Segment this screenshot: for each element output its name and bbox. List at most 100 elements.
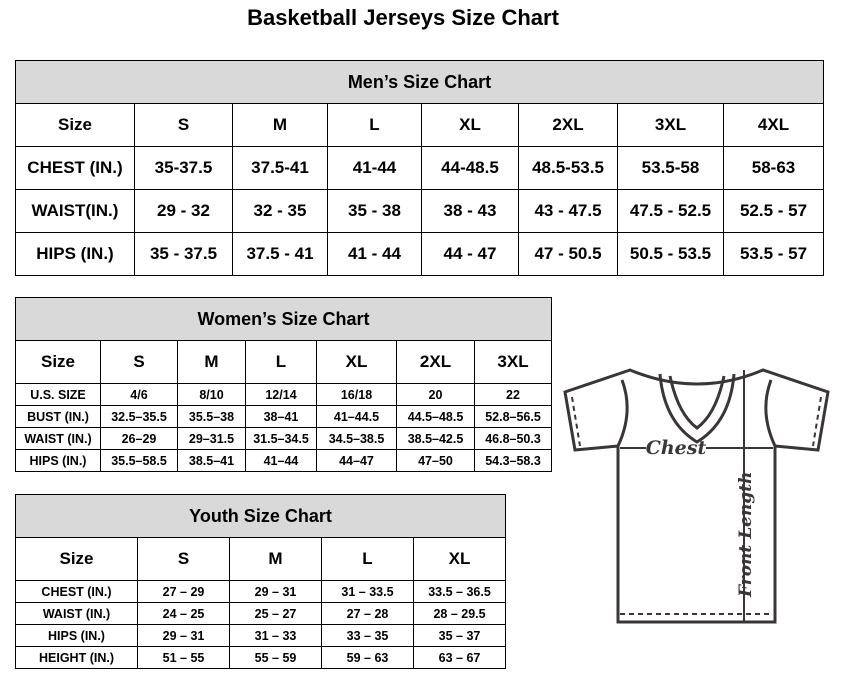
table-cell: 38.5–42.5 [396, 427, 475, 450]
table-cell: 3XL [473, 340, 553, 384]
table-cell: 35.5–38 [177, 405, 246, 428]
row-label: Size [15, 340, 101, 384]
table-cell: 44 - 47 [421, 232, 519, 276]
table-cell: 35-37.5 [134, 146, 233, 190]
table-cell: 47–50 [396, 449, 475, 472]
table-cell: 48.5-53.5 [518, 146, 618, 190]
table-cell: 33 – 35 [321, 624, 414, 647]
table-cell: 52.5 - 57 [723, 189, 824, 233]
table-cell: 51 – 55 [137, 646, 230, 669]
jersey-diagram: Chest Front Length [563, 368, 830, 624]
table-cell: L [321, 537, 414, 581]
table-cell: 16/18 [316, 383, 397, 406]
table-cell: 55 – 59 [229, 646, 322, 669]
table-title: Men’s Size Chart [15, 60, 824, 104]
table-cell: 44.5–48.5 [396, 405, 475, 428]
table-cell: L [327, 103, 422, 147]
table-header-row: Size S M L XL [15, 537, 507, 581]
table-cell: 29 – 31 [229, 580, 322, 603]
table-cell: L [245, 340, 317, 384]
table-cell: S [100, 340, 178, 384]
table-cell: 31 – 33.5 [321, 580, 414, 603]
row-label: CHEST (IN.) [15, 146, 135, 190]
table-row: HIPS (IN.) 35 - 37.5 37.5 - 41 41 - 44 44 - … [15, 232, 824, 276]
youth-size-table: Youth Size Chart Size S M L XL CHEST (IN.) 27 … [14, 494, 507, 669]
table-cell: 31.5–34.5 [245, 427, 317, 450]
table-cell: XL [421, 103, 519, 147]
table-cell: 27 – 29 [137, 580, 230, 603]
row-label: HEIGHT (IN.) [15, 646, 138, 669]
jersey-armholes [616, 379, 777, 447]
table-row: WAIST (IN.) 26–29 29–31.5 31.5–34.5 34.5–38.… [15, 427, 553, 450]
table-cell: 27 – 28 [321, 602, 414, 625]
table-cell: 37.5-41 [232, 146, 328, 190]
table-cell: XL [412, 537, 507, 581]
table-cell: 53.5 - 57 [723, 232, 824, 276]
table-title: Women’s Size Chart [14, 297, 553, 341]
row-label: HIPS (IN.) [15, 624, 138, 647]
table-cell: 34.5–38.5 [316, 427, 397, 450]
table-cell: 41 - 44 [327, 232, 422, 276]
table-cell: 4XL [723, 103, 824, 147]
table-cell: 29 - 32 [134, 189, 233, 233]
jersey-collar [658, 373, 736, 444]
row-label: BUST (IN.) [15, 405, 101, 428]
table-cell: 59 – 63 [321, 646, 414, 669]
table-cell: 25 – 27 [229, 602, 322, 625]
table-cell: 32 - 35 [232, 189, 328, 233]
table-cell: 52.8–56.5 [473, 405, 553, 428]
table-cell: S [134, 103, 233, 147]
table-cell: 32.5–35.5 [100, 405, 178, 428]
table-cell: 41–44.5 [316, 405, 397, 428]
chest-label: Chest [646, 437, 707, 459]
row-label: WAIST (IN.) [15, 602, 138, 625]
row-label: HIPS (IN.) [15, 232, 135, 276]
table-cell: 8/10 [177, 383, 246, 406]
table-cell: 63 – 67 [412, 646, 507, 669]
table-row: BUST (IN.) 32.5–35.5 35.5–38 38–41 41–44.5 44… [15, 405, 553, 428]
row-label: CHEST (IN.) [15, 580, 138, 603]
row-label: HIPS (IN.) [15, 449, 101, 472]
page-title: Basketball Jerseys Size Chart [247, 5, 559, 30]
table-header-row: Size S M L XL 2XL 3XL 4XL [15, 103, 824, 147]
table-cell: 44-48.5 [421, 146, 519, 190]
table-row: HIPS (IN.) 35.5–58.5 38.5–41 41–44 44–47 47–5… [15, 449, 553, 472]
mens-size-table: Men’s Size Chart Size S M L XL 2XL 3XL 4XL CHEST… [15, 60, 824, 276]
table-cell: M [232, 103, 328, 147]
table-cell: 46.8–50.3 [473, 427, 553, 450]
table-row: CHEST (IN.) 35-37.5 37.5-41 41-44 44-48.5 48.… [15, 146, 824, 190]
table-cell: 24 – 25 [137, 602, 230, 625]
table-cell: 38–41 [245, 405, 317, 428]
row-label: Size [15, 537, 138, 581]
table-cell: M [177, 340, 246, 384]
table-cell: 22 [473, 383, 553, 406]
row-label: WAIST (IN.) [15, 427, 101, 450]
table-cell: 26–29 [100, 427, 178, 450]
front-length-label: Front Length [736, 472, 756, 598]
table-cell: 35 – 37 [412, 624, 507, 647]
table-cell: 4/6 [100, 383, 178, 406]
table-cell: 50.5 - 53.5 [617, 232, 724, 276]
table-cell: 54.3–58.3 [473, 449, 553, 472]
table-row: HIPS (IN.) 29 – 31 31 – 33 33 – 35 35 – 37 [15, 624, 507, 647]
table-cell: 44–47 [316, 449, 397, 472]
table-header-row: Size S M L XL 2XL 3XL [15, 340, 553, 384]
table-cell: M [229, 537, 322, 581]
table-cell: 35 - 37.5 [134, 232, 233, 276]
table-cell: 28 – 29.5 [412, 602, 507, 625]
row-label: U.S. SIZE [15, 383, 101, 406]
table-cell: XL [316, 340, 397, 384]
table-cell: 29 – 31 [137, 624, 230, 647]
table-cell: 47.5 - 52.5 [617, 189, 724, 233]
table-cell: 2XL [396, 340, 475, 384]
table-cell: 33.5 – 36.5 [412, 580, 507, 603]
table-row: HEIGHT (IN.) 51 – 55 55 – 59 59 – 63 63 – 67 [15, 646, 507, 669]
table-cell: 37.5 - 41 [232, 232, 328, 276]
table-cell: 20 [396, 383, 475, 406]
table-cell: 2XL [518, 103, 618, 147]
table-cell: 53.5-58 [617, 146, 724, 190]
table-cell: 35.5–58.5 [100, 449, 178, 472]
table-cell: 29–31.5 [177, 427, 246, 450]
table-title: Youth Size Chart [14, 494, 507, 538]
table-cell: 43 - 47.5 [518, 189, 618, 233]
